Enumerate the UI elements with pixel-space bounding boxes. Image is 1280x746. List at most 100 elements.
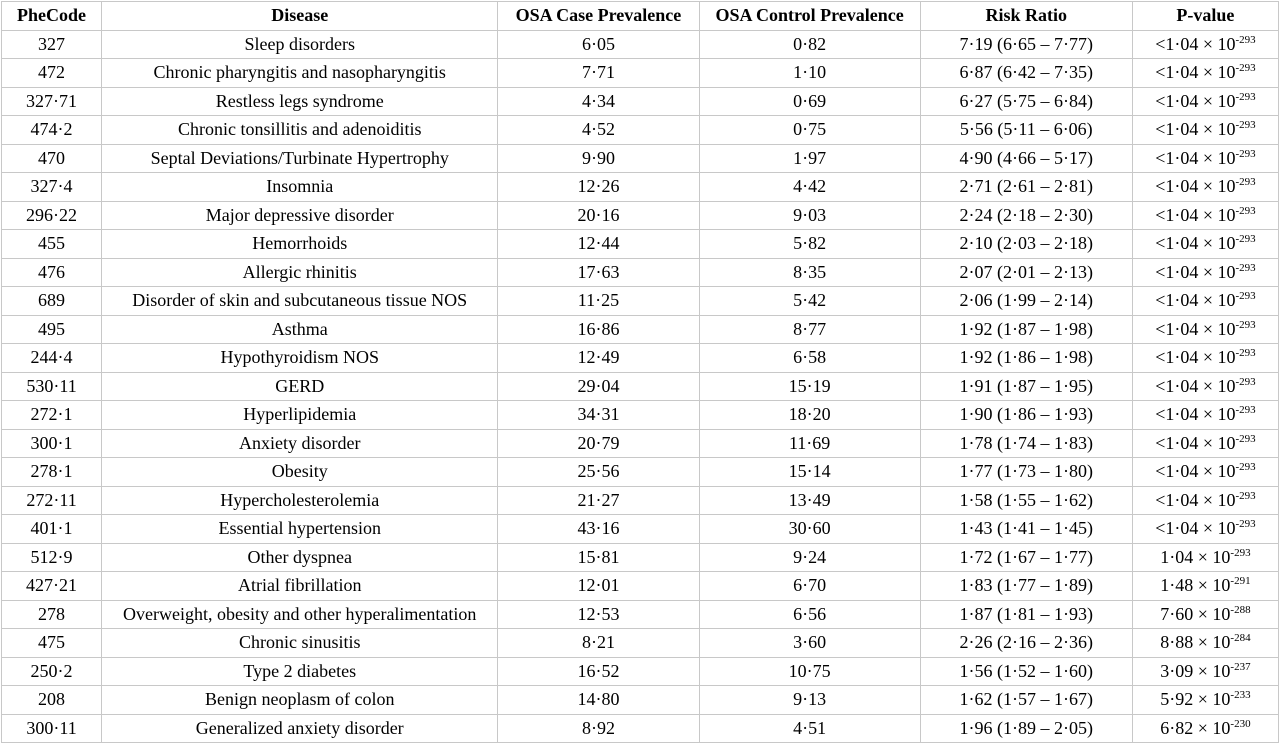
risk-ratio-cell: 4·90 (4·66 – 5·17)	[919, 143, 1133, 173]
p-value-base: <1·04 × 10	[1155, 461, 1236, 482]
table-row: 296·22 Major depressive disorder 20·16 9·03…	[0, 200, 1280, 230]
risk-ratio-cell: 1·92 (1·86 – 1·98)	[919, 343, 1133, 373]
table-row: 427·21 Atrial fibrillation 12·01 6·70 1·83 (…	[0, 571, 1280, 601]
case-prevalence-cell: 29·04	[497, 371, 700, 401]
table-row: 244·4 Hypothyroidism NOS 12·49 6·58 1·92 (1·…	[0, 343, 1280, 373]
disease-cell: Hypercholesterolemia	[101, 485, 499, 515]
risk-ratio-cell: 1·96 (1·89 – 2·05)	[919, 713, 1133, 743]
table-body: 327 Sleep disorders 6·05 0·82 7·19 (6·65 – 7…	[0, 29, 1280, 743]
control-prevalence-cell: 1·10	[698, 58, 921, 88]
table-row: 327·71 Restless legs syndrome 4·34 0·69 6·27…	[0, 86, 1280, 116]
table-row: 208 Benign neoplasm of colon 14·80 9·13 1·62…	[0, 685, 1280, 715]
table-row: 470 Septal Deviations/Turbinate Hypertrop…	[0, 143, 1280, 173]
p-value-cell: <1·04 × 10-293	[1131, 58, 1280, 88]
table-row: 472 Chronic pharyngitis and nasopharyngit…	[0, 58, 1280, 88]
disease-cell: GERD	[101, 371, 499, 401]
phecode-cell: 327·4	[0, 172, 103, 202]
phecode-cell: 300·11	[0, 713, 103, 743]
p-value-cell: <1·04 × 10-293	[1131, 86, 1280, 116]
table-row: 250·2 Type 2 diabetes 16·52 10·75 1·56 (1·52…	[0, 656, 1280, 686]
disease-cell: Chronic tonsillitis and adenoiditis	[101, 115, 499, 145]
risk-ratio-cell: 1·92 (1·87 – 1·98)	[919, 314, 1133, 344]
control-prevalence-cell: 8·35	[698, 257, 921, 287]
case-prevalence-cell: 43·16	[497, 514, 700, 544]
p-value-cell: 1·04 × 10-293	[1131, 542, 1280, 572]
case-prevalence-cell: 12·44	[497, 229, 700, 259]
case-prevalence-cell: 12·01	[497, 571, 700, 601]
case-prevalence-cell: 21·27	[497, 485, 700, 515]
p-value-exponent: -293	[1235, 347, 1256, 360]
case-prevalence-cell: 20·79	[497, 428, 700, 458]
risk-ratio-cell: 7·19 (6·65 – 7·77)	[919, 29, 1133, 59]
table-row: 401·1 Essential hypertension 43·16 30·60 1·4…	[0, 514, 1280, 544]
control-prevalence-cell: 6·58	[698, 343, 921, 373]
table-row: 300·11 Generalized anxiety disorder 8·92 4·…	[0, 713, 1280, 743]
table-row: 455 Hemorrhoids 12·44 5·82 2·10 (2·03 – 2·18…	[0, 229, 1280, 259]
p-value-cell: <1·04 × 10-293	[1131, 172, 1280, 202]
case-prevalence-cell: 14·80	[497, 685, 700, 715]
table-row: 327·4 Insomnia 12·26 4·42 2·71 (2·61 – 2·81)…	[0, 172, 1280, 202]
control-prevalence-cell: 5·82	[698, 229, 921, 259]
p-value-cell: <1·04 × 10-293	[1131, 257, 1280, 287]
p-value-base: <1·04 × 10	[1155, 290, 1236, 311]
disease-cell: Generalized anxiety disorder	[101, 713, 499, 743]
table-row: 474·2 Chronic tonsillitis and adenoiditis…	[0, 115, 1280, 145]
p-value-cell: <1·04 × 10-293	[1131, 428, 1280, 458]
case-prevalence-cell: 12·53	[497, 599, 700, 629]
disease-cell: Allergic rhinitis	[101, 257, 499, 287]
phecode-cell: 278·1	[0, 457, 103, 487]
control-prevalence-cell: 9·03	[698, 200, 921, 230]
column-header-risk-ratio: Risk Ratio	[919, 1, 1133, 31]
p-value-cell: 3·09 × 10-237	[1131, 656, 1280, 686]
column-header-phecode: PheCode	[0, 1, 103, 31]
control-prevalence-cell: 18·20	[698, 400, 921, 430]
risk-ratio-cell: 1·87 (1·81 – 1·93)	[919, 599, 1133, 629]
p-value-base: <1·04 × 10	[1155, 176, 1236, 197]
table-row: 272·1 Hyperlipidemia 34·31 18·20 1·90 (1·86 …	[0, 400, 1280, 430]
risk-ratio-cell: 1·58 (1·55 – 1·62)	[919, 485, 1133, 515]
column-header-case-prevalence: OSA Case Prevalence	[497, 1, 700, 31]
p-value-exponent: -293	[1235, 375, 1256, 388]
p-value-cell: <1·04 × 10-293	[1131, 229, 1280, 259]
p-value-exponent: -291	[1230, 575, 1251, 588]
case-prevalence-cell: 17·63	[497, 257, 700, 287]
p-value-exponent: -293	[1235, 119, 1256, 132]
p-value-exponent: -293	[1235, 62, 1256, 75]
risk-ratio-cell: 2·24 (2·18 – 2·30)	[919, 200, 1133, 230]
case-prevalence-cell: 4·52	[497, 115, 700, 145]
phecode-cell: 530·11	[0, 371, 103, 401]
disease-cell: Major depressive disorder	[101, 200, 499, 230]
phecode-cell: 474·2	[0, 115, 103, 145]
table-row: 689 Disorder of skin and subcutaneous tis…	[0, 286, 1280, 316]
control-prevalence-cell: 4·42	[698, 172, 921, 202]
p-value-base: <1·04 × 10	[1155, 375, 1236, 396]
p-value-exponent: -293	[1230, 546, 1251, 559]
phecode-cell: 475	[0, 628, 103, 658]
control-prevalence-cell: 15·14	[698, 457, 921, 487]
p-value-exponent: -293	[1235, 318, 1256, 331]
case-prevalence-cell: 16·52	[497, 656, 700, 686]
p-value-cell: <1·04 × 10-293	[1131, 115, 1280, 145]
p-value-cell: <1·04 × 10-293	[1131, 400, 1280, 430]
phecode-cell: 250·2	[0, 656, 103, 686]
table-row: 278 Overweight, obesity and other hyperal…	[0, 599, 1280, 629]
p-value-cell: <1·04 × 10-293	[1131, 343, 1280, 373]
p-value-base: 7·60 × 10	[1160, 603, 1231, 624]
column-header-disease: Disease	[101, 1, 499, 31]
p-value-base: <1·04 × 10	[1155, 147, 1236, 168]
disease-cell: Asthma	[101, 314, 499, 344]
p-value-base: <1·04 × 10	[1155, 119, 1236, 140]
p-value-cell: <1·04 × 10-293	[1131, 200, 1280, 230]
table-row: 495 Asthma 16·86 8·77 1·92 (1·87 – 1·98) <1·0…	[0, 314, 1280, 344]
risk-ratio-cell: 6·87 (6·42 – 7·35)	[919, 58, 1133, 88]
p-value-base: <1·04 × 10	[1155, 318, 1236, 339]
table-row: 300·1 Anxiety disorder 20·79 11·69 1·78 (1·7…	[0, 428, 1280, 458]
control-prevalence-cell: 30·60	[698, 514, 921, 544]
p-value-cell: 1·48 × 10-291	[1131, 571, 1280, 601]
p-value-base: 8·88 × 10	[1160, 632, 1231, 653]
phecode-cell: 476	[0, 257, 103, 287]
p-value-base: 3·09 × 10	[1160, 660, 1231, 681]
p-value-cell: <1·04 × 10-293	[1131, 286, 1280, 316]
risk-ratio-cell: 2·71 (2·61 – 2·81)	[919, 172, 1133, 202]
disease-cell: Restless legs syndrome	[101, 86, 499, 116]
